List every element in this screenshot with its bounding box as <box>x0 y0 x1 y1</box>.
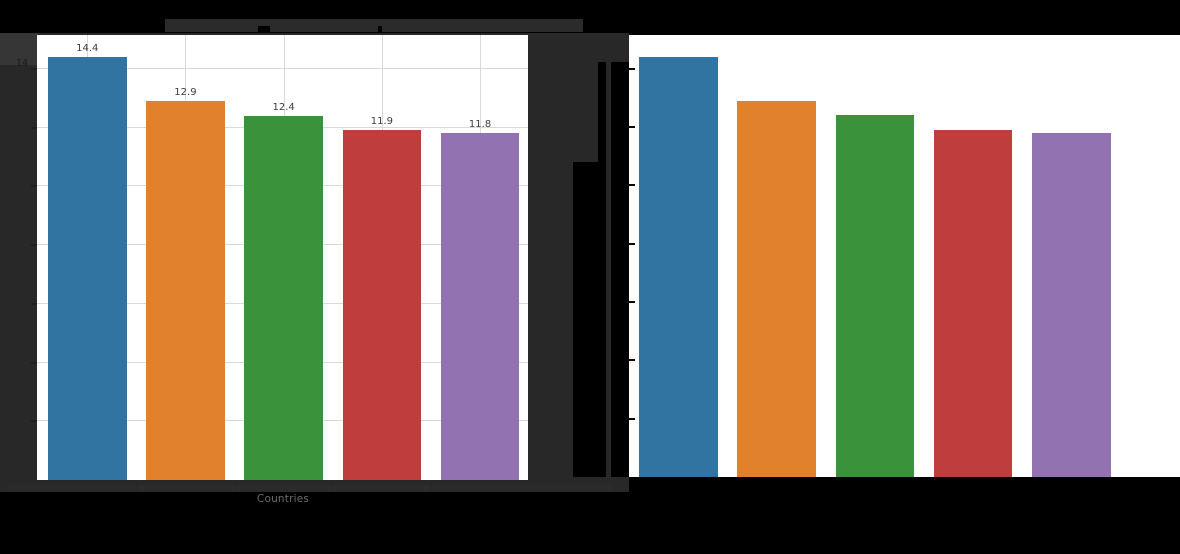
left-chart-plot-area: 14.4 12.9 12.4 11.9 11.8 <box>37 35 528 480</box>
bar-3 <box>835 115 915 477</box>
bar-value-label: 11.8 <box>468 119 492 131</box>
left-xticklabels-redacted-1 <box>8 485 136 492</box>
bar-1 <box>639 56 718 477</box>
right-ytick-mark <box>626 359 635 362</box>
bar-4 <box>342 130 422 480</box>
bar-value-label: 14.4 <box>76 43 99 54</box>
left-ytick-mark <box>31 244 37 246</box>
left-ytick-mark <box>31 67 37 70</box>
bar-4 <box>933 129 1013 477</box>
bar-value-label: 12.9 <box>174 87 197 99</box>
right-ytick-mark <box>626 184 635 187</box>
left-xticklabels-redacted-5 <box>432 485 612 492</box>
bar-2 <box>737 100 816 477</box>
left-ytick-mark <box>31 302 37 305</box>
left-xticklabels-redacted-2 <box>138 485 234 492</box>
left-figure-highlight-patch <box>0 33 38 65</box>
left-chart-title-redacted-line2c <box>382 26 583 32</box>
right-ytick-mark <box>626 417 635 420</box>
right-chart-plot-area <box>629 35 1180 477</box>
bar-1 <box>48 57 127 480</box>
left-ytick-mark <box>31 420 37 423</box>
bar-2 <box>146 101 225 480</box>
left-xticklabels-redacted-3 <box>236 485 332 492</box>
right-ytick-mark <box>626 300 635 303</box>
left-chart-xlabel: Countries <box>256 493 310 505</box>
right-ytick-mark <box>626 242 635 245</box>
bar-3 <box>244 115 323 480</box>
left-ytick-mark <box>31 185 37 188</box>
left-xticklabels-redacted-4 <box>334 485 430 492</box>
left-chart-title-redacted-line2b <box>270 26 378 32</box>
left-chart-title-redacted-line1 <box>165 19 583 26</box>
left-chart-title-redacted-line2a <box>165 26 258 32</box>
right-chart-ylabel-glyphs-col2 <box>611 62 629 477</box>
left-ytick-mark <box>31 126 37 129</box>
left-ytick-mark <box>31 361 37 364</box>
right-chart-ylabel-glyphs-col1 <box>573 162 606 477</box>
right-ytick-mark <box>626 125 635 128</box>
bar-5 <box>1032 132 1111 477</box>
gridline-horizontal <box>37 67 528 69</box>
bar-5 <box>440 133 520 480</box>
left-ytick-label-14: 14 <box>16 58 29 69</box>
bar-value-label: 12.4 <box>272 101 295 113</box>
right-ytick-mark <box>626 67 635 70</box>
bar-value-label: 11.9 <box>370 116 393 128</box>
